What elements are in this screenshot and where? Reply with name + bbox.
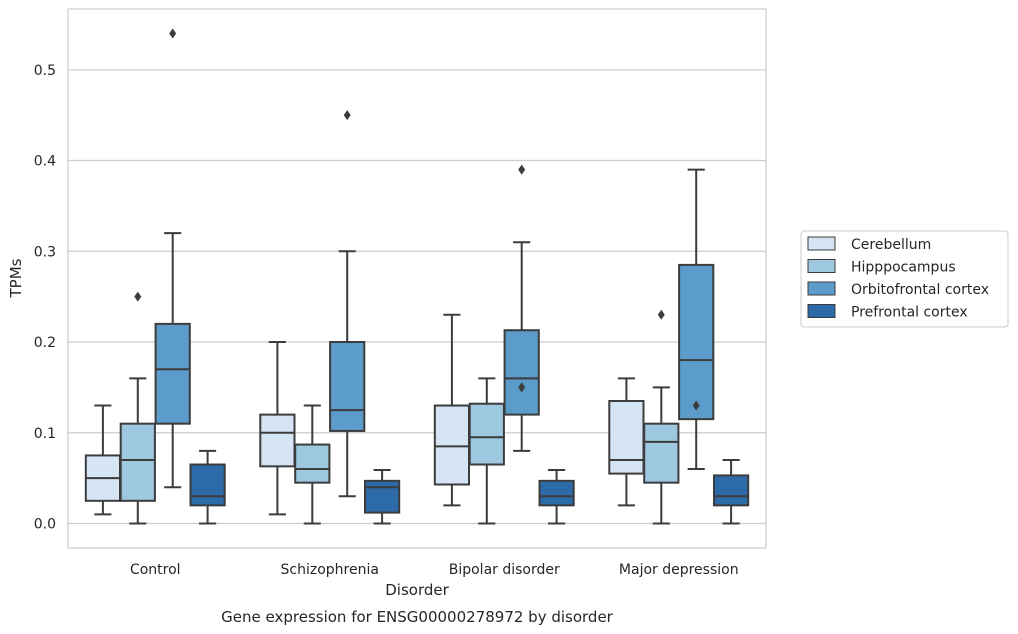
x-tick-label: Schizophrenia — [281, 562, 379, 578]
legend-label: Prefrontal cortex — [851, 305, 968, 321]
box — [259, 341, 296, 516]
outlier-point — [518, 164, 526, 175]
x-axis-ticks: Control Schizophrenia Bipolar disorder Majo… — [130, 562, 739, 578]
series-hipppocampus — [119, 291, 680, 525]
box-body — [329, 341, 366, 432]
legend-item: Cerebellum — [807, 236, 931, 253]
box — [678, 168, 715, 471]
y-axis-ticks: 0.0 0.1 0.2 0.3 0.4 0.5 — [34, 63, 56, 533]
box-body — [678, 263, 715, 421]
box-body — [363, 479, 401, 514]
y-tick-label: 0.3 — [34, 244, 56, 260]
y-tick-label: 0.1 — [34, 426, 56, 442]
box — [294, 404, 331, 525]
series-prefrontal-cortex — [189, 449, 750, 525]
outlier-point — [134, 291, 142, 302]
x-tick-label: Bipolar disorder — [449, 562, 560, 578]
outlier-point — [657, 309, 665, 320]
legend-label: Cerebellum — [851, 237, 931, 253]
y-axis-label: TPMs — [7, 258, 25, 298]
legend-item: Orbitofrontal cortex — [807, 281, 989, 298]
legend-swatch — [807, 304, 836, 318]
box — [608, 377, 645, 507]
y-tick-label: 0.0 — [34, 517, 56, 533]
series-orbitofrontal-cortex — [154, 28, 715, 498]
box-body — [119, 422, 156, 502]
y-tick-label: 0.2 — [34, 335, 56, 351]
box — [84, 404, 122, 516]
x-tick-label: Control — [130, 562, 181, 578]
box-body — [712, 474, 750, 507]
legend-swatch — [807, 236, 836, 251]
box — [329, 110, 366, 498]
box — [433, 313, 471, 507]
box-body — [433, 404, 471, 486]
legend-swatch — [807, 259, 836, 273]
box — [119, 291, 156, 525]
outlier-point — [169, 28, 177, 39]
box — [468, 377, 505, 525]
legend-label: Hipppocampus — [851, 260, 956, 276]
box-body — [259, 413, 296, 468]
box — [363, 468, 401, 525]
box — [538, 468, 575, 525]
box-body — [503, 329, 540, 416]
box — [154, 28, 191, 489]
box — [503, 164, 540, 452]
outlier-point — [518, 382, 526, 393]
x-tick-label: Major depression — [619, 562, 739, 578]
x-axis-label: Disorder — [385, 581, 449, 599]
legend: Cerebellum Hipppocampus Orbitofrontal cort… — [800, 230, 1009, 328]
box — [189, 449, 226, 525]
outlier-point — [343, 110, 351, 121]
plot-area-frame — [67, 8, 767, 549]
box — [643, 309, 680, 525]
chart-caption: Gene expression for ENSG00000278972 by d… — [221, 608, 614, 626]
y-tick-label: 0.5 — [34, 63, 56, 79]
box-body — [643, 422, 680, 484]
box-series — [84, 28, 750, 525]
box-body — [608, 400, 645, 475]
box — [712, 458, 750, 525]
legend-swatch — [807, 281, 836, 296]
outlier-point — [692, 400, 700, 411]
box-body — [468, 402, 505, 466]
box-body — [154, 322, 191, 425]
legend-item: Prefrontal cortex — [807, 304, 968, 321]
legend-item: Hipppocampus — [807, 259, 956, 276]
box-body — [538, 479, 575, 507]
box-body — [294, 443, 331, 484]
series-cerebellum — [84, 313, 645, 516]
legend-label: Orbitofrontal cortex — [851, 282, 989, 298]
box-body — [189, 463, 226, 507]
y-tick-label: 0.4 — [34, 154, 56, 170]
legend-frame — [800, 230, 1009, 328]
